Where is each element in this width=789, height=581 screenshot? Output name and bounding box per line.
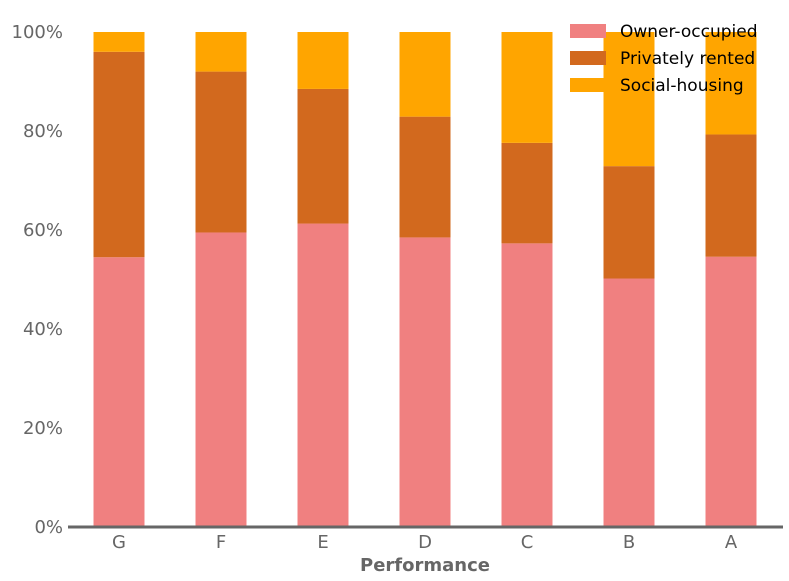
x-axis-title: Performance <box>360 555 490 576</box>
x-tick-label: C <box>521 532 534 553</box>
bar-e-privately-rented <box>297 88 349 224</box>
legend-label: Owner-occupied <box>620 22 758 42</box>
bar-e-social-housing <box>297 32 349 89</box>
legend-swatch <box>570 78 606 92</box>
y-tick-label: 40% <box>23 319 63 340</box>
bar-g-privately-rented <box>93 51 145 258</box>
bars-group <box>93 32 757 528</box>
bar-d-owner-occupied <box>399 237 451 528</box>
y-tick-label: 20% <box>23 418 63 439</box>
x-tick-label: B <box>623 532 635 553</box>
bar-d-privately-rented <box>399 116 451 238</box>
bar-b-privately-rented <box>603 166 655 279</box>
bar-f-social-housing <box>195 32 247 72</box>
y-tick-label: 100% <box>12 22 63 43</box>
bar-f-owner-occupied <box>195 232 247 527</box>
y-tick-label: 80% <box>23 121 63 142</box>
y-axis-ticks: 0% 20% 40% 60% 80% 100% <box>12 22 63 538</box>
legend-swatch <box>570 24 606 38</box>
y-tick-label: 0% <box>34 517 63 538</box>
bar-c-privately-rented <box>501 142 553 244</box>
bar-b-social-housing <box>603 32 655 167</box>
x-tick-label: F <box>216 532 226 553</box>
legend-label: Social-housing <box>620 76 744 96</box>
bar-b-owner-occupied <box>603 278 655 527</box>
legend: Owner-occupied Privately rented Social-hou… <box>570 22 758 96</box>
bar-c-owner-occupied <box>501 243 553 528</box>
bar-a-social-housing <box>705 32 757 135</box>
bar-c-social-housing <box>501 32 553 143</box>
bar-f-privately-rented <box>195 71 247 233</box>
x-tick-label: D <box>418 532 432 553</box>
y-tick-label: 60% <box>23 220 63 241</box>
legend-label: Privately rented <box>620 49 755 69</box>
bar-d-social-housing <box>399 32 451 117</box>
x-tick-label: G <box>112 532 126 553</box>
bar-a-privately-rented <box>705 134 757 257</box>
bar-a-owner-occupied <box>705 256 757 527</box>
bar-e-owner-occupied <box>297 223 349 527</box>
x-tick-label: E <box>317 532 328 553</box>
bar-g-social-housing <box>93 32 145 52</box>
bar-g-owner-occupied <box>93 257 145 527</box>
legend-swatch <box>570 51 606 65</box>
x-tick-label: A <box>725 532 738 553</box>
